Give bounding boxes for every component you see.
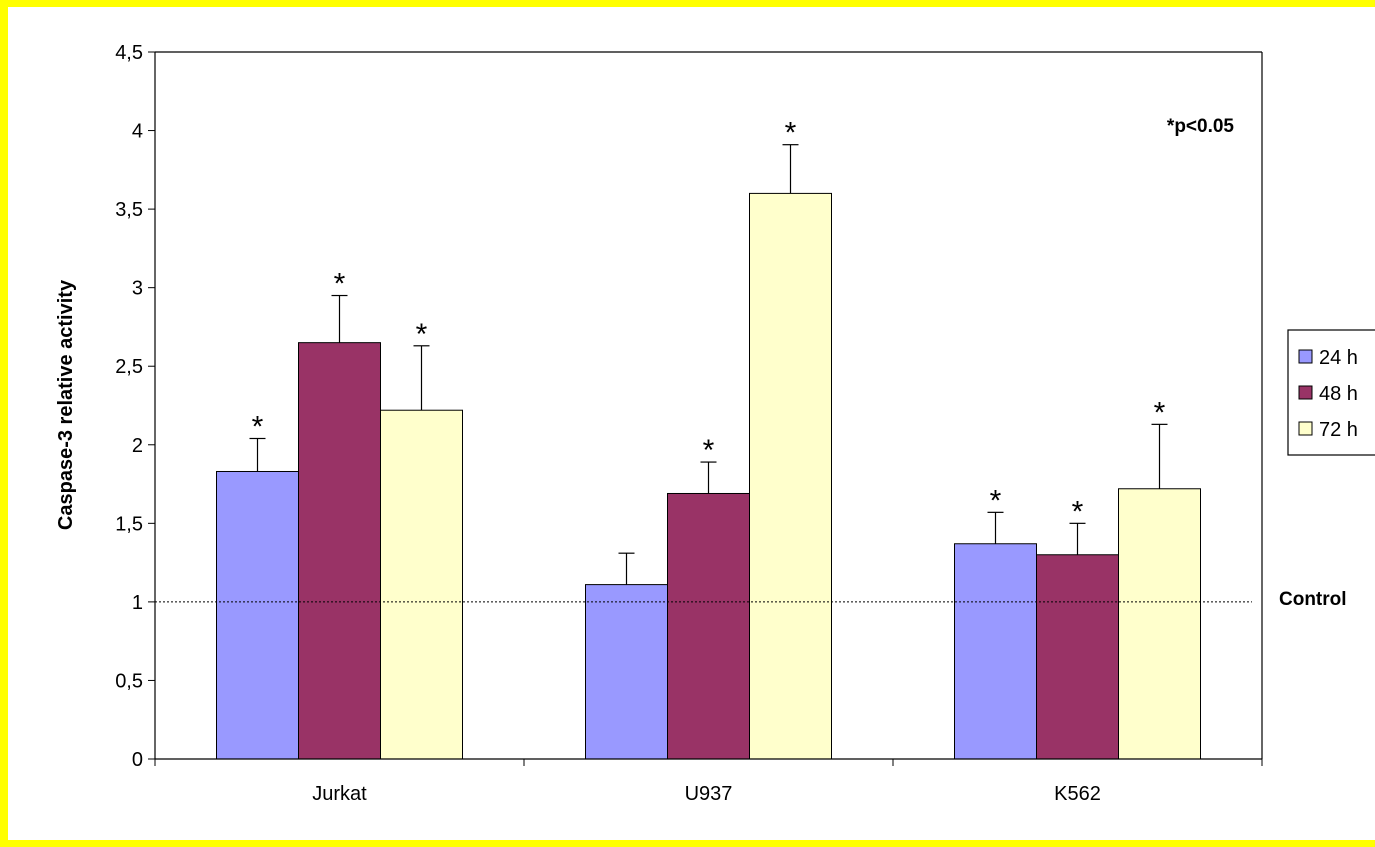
x-axis-ticks: Jurkat U937 K562 <box>155 759 1262 805</box>
y-tick-label: 4,5 <box>115 42 143 64</box>
bar <box>1119 489 1201 759</box>
bar <box>381 410 463 759</box>
significance-star: * <box>703 434 715 467</box>
y-tick-label: 4 <box>132 121 143 143</box>
legend-label: 48 h <box>1319 383 1358 405</box>
significance-star: * <box>785 117 797 150</box>
bar <box>586 585 668 759</box>
legend-label: 24 h <box>1319 347 1358 369</box>
x-tick-label: Jurkat <box>312 783 367 805</box>
bars: * * * * * * * * <box>217 117 1201 759</box>
bar <box>955 544 1037 759</box>
legend-label: 72 h <box>1319 419 1358 441</box>
y-tick-label: 2,5 <box>115 356 143 378</box>
y-tick-label: 0,5 <box>115 670 143 692</box>
y-tick-label: 0 <box>132 749 143 771</box>
y-tick-label: 3 <box>132 278 143 300</box>
significance-note: *p<0.05 <box>1167 116 1235 137</box>
y-axis-ticks: 0 0,5 1 1,5 2 2,5 3 3,5 4 4,5 <box>115 42 155 771</box>
significance-star: * <box>1154 396 1166 429</box>
y-tick-label: 3,5 <box>115 199 143 221</box>
bar <box>1037 555 1119 759</box>
significance-star: * <box>252 410 264 443</box>
y-axis-label: Caspase-3 relative activity <box>55 279 77 530</box>
bar <box>217 471 299 759</box>
legend-swatch <box>1299 422 1312 435</box>
bar <box>299 343 381 759</box>
significance-star: * <box>1072 495 1084 528</box>
significance-star: * <box>416 318 428 351</box>
control-label: Control <box>1279 589 1347 610</box>
significance-star: * <box>990 484 1002 517</box>
y-tick-label: 1 <box>132 592 143 614</box>
bar <box>668 493 750 759</box>
x-tick-label: U937 <box>685 783 733 805</box>
significance-star: * <box>334 268 346 301</box>
y-tick-label: 1,5 <box>115 513 143 535</box>
legend-swatch <box>1299 350 1312 363</box>
x-tick-label: K562 <box>1054 783 1101 805</box>
legend-swatch <box>1299 386 1312 399</box>
bar <box>750 193 832 759</box>
y-tick-label: 2 <box>132 435 143 457</box>
legend: 24 h 48 h 72 h <box>1288 330 1375 455</box>
